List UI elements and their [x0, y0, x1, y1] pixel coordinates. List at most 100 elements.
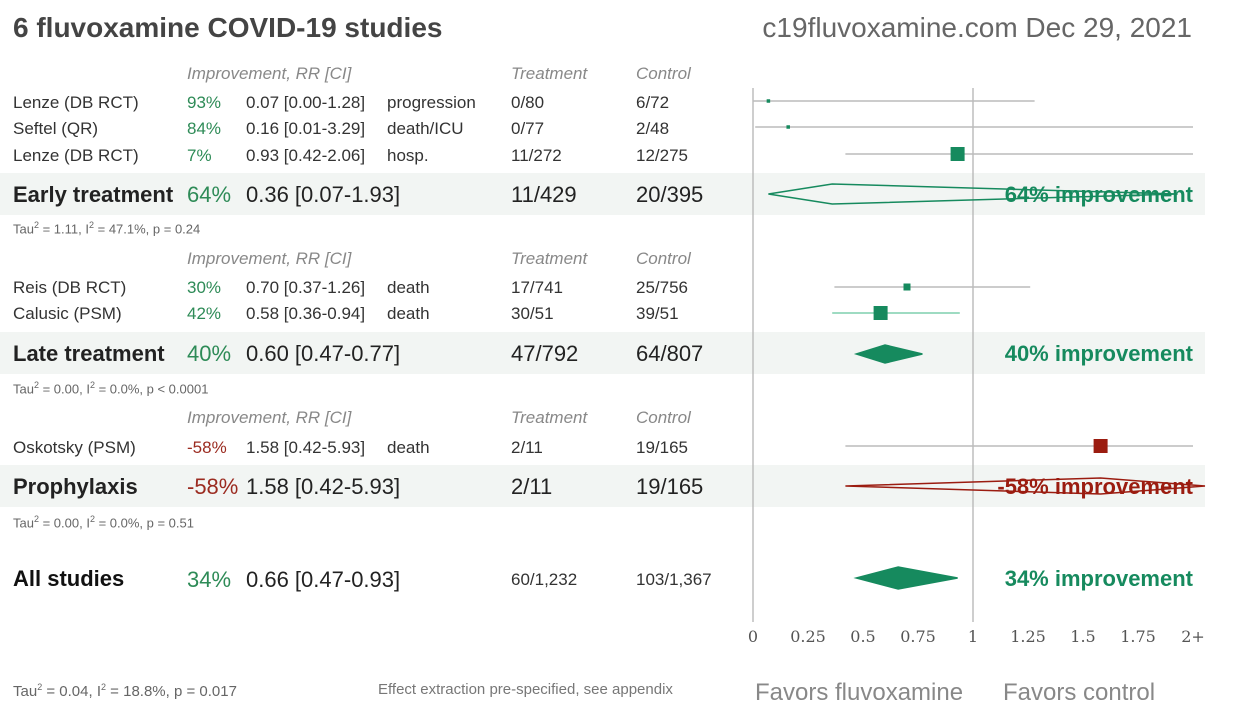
study-outcome: progression — [387, 93, 476, 112]
summary-band-late — [0, 332, 1205, 374]
col-header-improvement: Improvement, RR [CI] — [187, 64, 352, 83]
group-improvement: 64% — [187, 182, 232, 207]
group-name: Early treatment — [13, 182, 174, 207]
study-outcome: hosp. — [387, 146, 429, 165]
study-rr-ci: 0.58 [0.36-0.94] — [246, 304, 366, 323]
col-header-improvement: Improvement, RR [CI] — [187, 408, 352, 427]
summary-band-prophylaxis — [0, 465, 1205, 507]
study-outcome: death — [387, 304, 430, 323]
summary-band-early — [0, 173, 1205, 215]
group-control: 19/165 — [636, 474, 704, 499]
study-name: Lenze (DB RCT) — [13, 93, 139, 112]
study-treatment: 17/741 — [511, 278, 563, 297]
effect-marker — [1093, 439, 1108, 453]
x-tick-label: 1 — [967, 627, 979, 646]
col-header-treatment: Treatment — [511, 64, 588, 83]
group-treatment: 11/429 — [511, 182, 577, 207]
effect-marker — [950, 147, 965, 161]
group-treatment: 47/792 — [511, 341, 579, 366]
study-improvement: -58% — [187, 438, 227, 457]
study-name: Oskotsky (PSM) — [13, 438, 136, 457]
col-header-treatment: Treatment — [511, 408, 588, 427]
group-rr-ci: 0.60 [0.47-0.77] — [246, 341, 401, 366]
favors-left-label: Favors fluvoxamine — [755, 679, 964, 706]
group-improvement-label: -58% improvement — [997, 474, 1193, 499]
study-treatment: 0/77 — [511, 119, 545, 138]
group-improvement-label: 64% improvement — [1004, 182, 1193, 207]
heterogeneity-stats: Tau2 = 0.00, I2 = 0.0%, p = 0.51 — [13, 514, 194, 531]
x-tick-label: 1.5 — [1070, 627, 1096, 646]
effect-marker — [873, 306, 888, 320]
study-treatment: 2/11 — [511, 438, 543, 457]
x-tick-label: 1.75 — [1120, 627, 1156, 646]
study-treatment: 0/80 — [511, 93, 545, 112]
study-improvement: 30% — [187, 278, 222, 297]
col-header-treatment: Treatment — [511, 249, 588, 268]
study-outcome: death — [387, 438, 430, 457]
all-control: 103/1,367 — [636, 570, 712, 589]
study-outcome: death — [387, 278, 430, 297]
summary-diamond — [853, 566, 958, 590]
study-control: 2/48 — [636, 119, 670, 138]
summary-diamond — [845, 477, 1206, 495]
study-rr-ci: 0.70 [0.37-1.26] — [246, 278, 366, 297]
group-improvement-label: 40% improvement — [1004, 341, 1193, 366]
study-rr-ci: 0.93 [0.42-2.06] — [246, 146, 366, 165]
study-name: Seftel (QR) — [13, 119, 99, 138]
study-control: 39/51 — [636, 304, 679, 323]
x-tick-label: 0.5 — [850, 627, 876, 646]
study-improvement: 84% — [187, 119, 222, 138]
study-improvement: 42% — [187, 304, 222, 323]
group-treatment: 2/11 — [511, 474, 553, 499]
study-control: 6/72 — [636, 93, 670, 112]
effect-extraction-note: Effect extraction pre-specified, see app… — [378, 681, 673, 698]
summary-diamond — [853, 344, 923, 364]
x-tick-label: 1.25 — [1010, 627, 1046, 646]
study-control: 25/756 — [636, 278, 688, 297]
summary-diamond — [768, 183, 1178, 205]
source-date: c19fluvoxamine.com Dec 29, 2021 — [762, 12, 1192, 43]
study-outcome: death/ICU — [387, 119, 464, 138]
heterogeneity-stats: Tau2 = 1.11, I2 = 47.1%, p = 0.24 — [13, 220, 201, 237]
group-name: Late treatment — [13, 341, 165, 366]
x-tick-label: 0 — [747, 627, 759, 646]
study-name: Reis (DB RCT) — [13, 278, 127, 297]
effect-marker — [786, 125, 790, 129]
study-rr-ci: 0.07 [0.00-1.28] — [246, 93, 366, 112]
group-improvement: 40% — [187, 341, 232, 366]
x-tick-label: 0.75 — [900, 627, 936, 646]
page-title: 6 fluvoxamine COVID-19 studies — [13, 12, 443, 43]
col-header-control: Control — [636, 64, 691, 83]
study-treatment: 30/51 — [511, 304, 554, 323]
group-rr-ci: 1.58 [0.42-5.93] — [246, 474, 401, 499]
overall-heterogeneity-stats: Tau2 = 0.04, I2 = 18.8%, p = 0.017 — [13, 682, 237, 700]
study-treatment: 11/272 — [511, 146, 562, 165]
study-rr-ci: 0.16 [0.01-3.29] — [246, 119, 366, 138]
group-control: 64/807 — [636, 341, 704, 366]
study-improvement: 93% — [187, 93, 222, 112]
group-rr-ci: 0.36 [0.07-1.93] — [246, 182, 401, 207]
heterogeneity-stats: Tau2 = 0.00, I2 = 0.0%, p < 0.0001 — [13, 380, 209, 397]
effect-marker — [766, 99, 771, 103]
study-control: 12/275 — [636, 146, 688, 165]
effect-marker — [903, 283, 911, 291]
study-improvement: 7% — [187, 146, 212, 165]
group-control: 20/395 — [636, 182, 704, 207]
all-treatment: 60/1,232 — [511, 570, 578, 589]
all-improvement-label: 34% improvement — [1004, 566, 1193, 591]
x-tick-label: 0.25 — [790, 627, 826, 646]
group-improvement: -58% — [187, 474, 239, 499]
study-control: 19/165 — [636, 438, 688, 457]
all-rr-ci: 0.66 [0.47-0.93] — [246, 567, 401, 592]
all-improvement: 34% — [187, 567, 232, 592]
x-tick-label: 2+ — [1181, 627, 1205, 646]
col-header-improvement: Improvement, RR [CI] — [187, 249, 352, 268]
all-studies-label: All studies — [13, 566, 125, 591]
group-name: Prophylaxis — [13, 474, 138, 499]
col-header-control: Control — [636, 249, 691, 268]
study-name: Calusic (PSM) — [13, 304, 122, 323]
favors-right-label: Favors control — [1003, 679, 1156, 706]
col-header-control: Control — [636, 408, 691, 427]
study-name: Lenze (DB RCT) — [13, 146, 139, 165]
